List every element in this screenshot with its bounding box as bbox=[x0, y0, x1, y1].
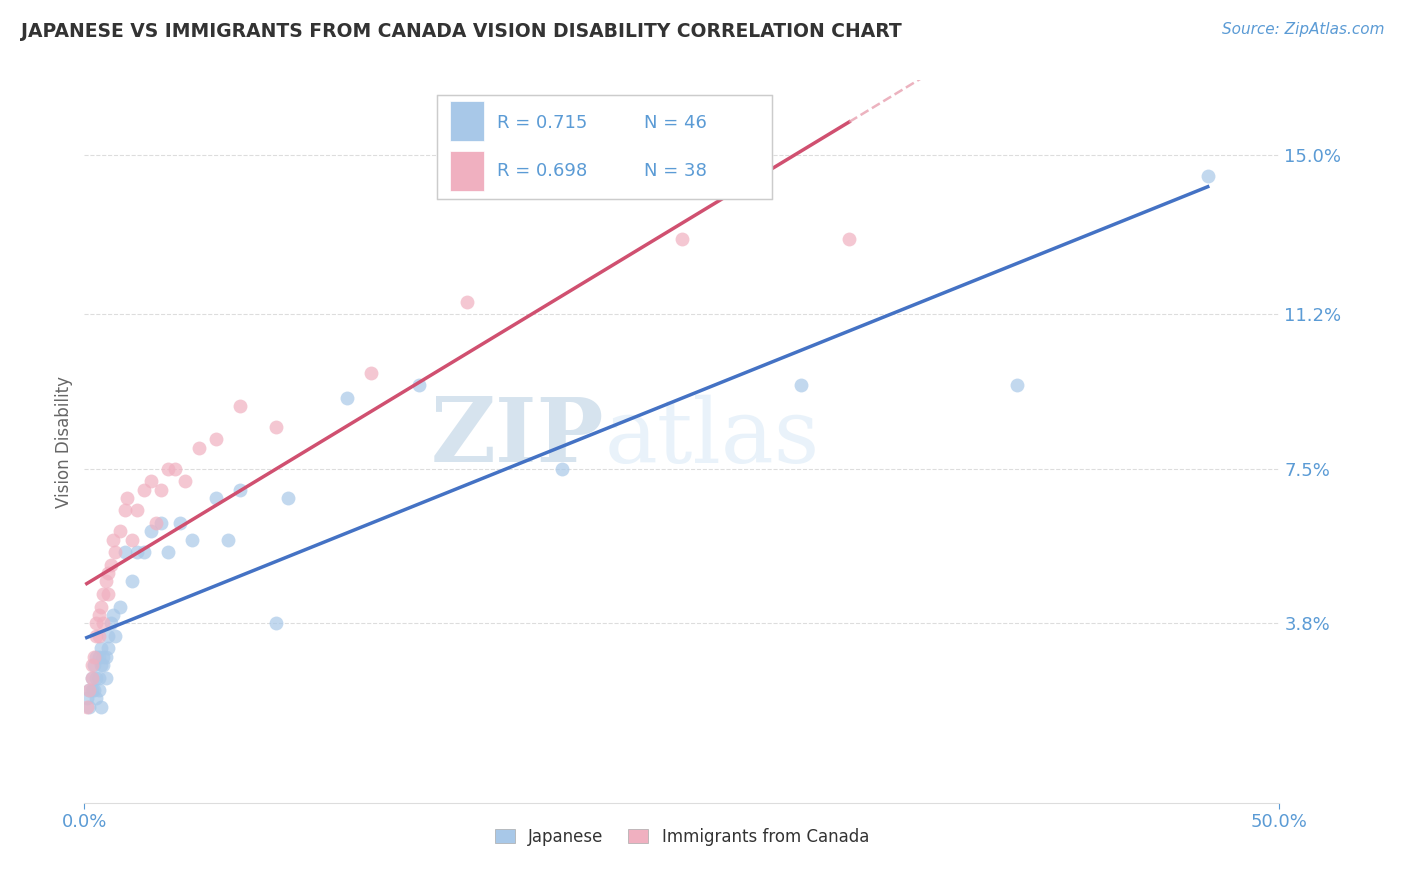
Point bbox=[97, 587, 120, 601]
Point bbox=[90, 599, 112, 614]
Point bbox=[117, 491, 139, 505]
Point bbox=[86, 629, 108, 643]
Point bbox=[141, 474, 163, 488]
Point bbox=[1005, 378, 1028, 392]
Point bbox=[671, 232, 693, 246]
Point bbox=[86, 691, 108, 706]
Point bbox=[125, 545, 148, 559]
Point bbox=[93, 649, 115, 664]
Point bbox=[264, 616, 287, 631]
Point bbox=[217, 533, 239, 547]
Point bbox=[188, 441, 211, 455]
Point bbox=[181, 533, 204, 547]
Point bbox=[264, 420, 287, 434]
Point bbox=[87, 671, 110, 685]
Point bbox=[100, 558, 122, 572]
Point bbox=[87, 649, 110, 664]
Point bbox=[104, 545, 127, 559]
Point bbox=[205, 433, 228, 447]
Point bbox=[838, 232, 860, 246]
Point bbox=[93, 616, 115, 631]
Point bbox=[87, 607, 110, 622]
Point bbox=[100, 616, 122, 631]
Point bbox=[157, 545, 180, 559]
Point bbox=[86, 649, 108, 664]
Point bbox=[132, 483, 156, 497]
Text: ZIP: ZIP bbox=[430, 394, 605, 482]
Point bbox=[80, 671, 103, 685]
Point bbox=[149, 483, 172, 497]
Text: atlas: atlas bbox=[605, 394, 820, 482]
Point bbox=[101, 607, 124, 622]
Point bbox=[83, 649, 105, 664]
Point bbox=[205, 491, 228, 505]
Point bbox=[90, 641, 112, 656]
Point bbox=[76, 691, 98, 706]
Point bbox=[94, 574, 117, 589]
Point bbox=[90, 657, 112, 672]
Point bbox=[141, 524, 163, 539]
Point bbox=[77, 683, 100, 698]
Point bbox=[169, 516, 191, 530]
Point bbox=[1197, 169, 1219, 184]
Point bbox=[77, 683, 100, 698]
Point bbox=[229, 483, 252, 497]
Point bbox=[173, 474, 195, 488]
Point bbox=[114, 545, 136, 559]
Point bbox=[408, 378, 430, 392]
Point bbox=[121, 574, 143, 589]
Point bbox=[83, 657, 105, 672]
Point bbox=[94, 671, 117, 685]
Point bbox=[97, 629, 120, 643]
Point bbox=[149, 516, 172, 530]
Point bbox=[76, 699, 98, 714]
Point bbox=[97, 641, 120, 656]
Point bbox=[80, 657, 103, 672]
Point bbox=[97, 566, 120, 580]
Point bbox=[86, 616, 108, 631]
Point bbox=[277, 491, 299, 505]
Point bbox=[157, 461, 180, 475]
Point bbox=[104, 629, 127, 643]
Point bbox=[77, 699, 100, 714]
Point bbox=[87, 629, 110, 643]
Y-axis label: Vision Disability: Vision Disability bbox=[55, 376, 73, 508]
Legend: Japanese, Immigrants from Canada: Japanese, Immigrants from Canada bbox=[488, 821, 876, 852]
Point bbox=[336, 391, 359, 405]
Point bbox=[229, 399, 252, 413]
Point bbox=[790, 378, 813, 392]
Point bbox=[93, 587, 115, 601]
Point bbox=[125, 503, 148, 517]
Text: JAPANESE VS IMMIGRANTS FROM CANADA VISION DISABILITY CORRELATION CHART: JAPANESE VS IMMIGRANTS FROM CANADA VISIO… bbox=[21, 22, 901, 41]
Point bbox=[456, 294, 478, 309]
Point bbox=[80, 683, 103, 698]
Point bbox=[86, 671, 108, 685]
Point bbox=[114, 503, 136, 517]
Point bbox=[121, 533, 143, 547]
Point bbox=[101, 533, 124, 547]
Point bbox=[360, 366, 382, 380]
Point bbox=[87, 683, 110, 698]
Point bbox=[110, 524, 132, 539]
Point bbox=[94, 649, 117, 664]
Point bbox=[145, 516, 167, 530]
Point bbox=[90, 699, 112, 714]
Point bbox=[110, 599, 132, 614]
Point bbox=[132, 545, 156, 559]
Point bbox=[80, 671, 103, 685]
Text: Source: ZipAtlas.com: Source: ZipAtlas.com bbox=[1222, 22, 1385, 37]
Point bbox=[93, 657, 115, 672]
Point bbox=[551, 461, 574, 475]
Point bbox=[83, 683, 105, 698]
Point bbox=[165, 461, 187, 475]
